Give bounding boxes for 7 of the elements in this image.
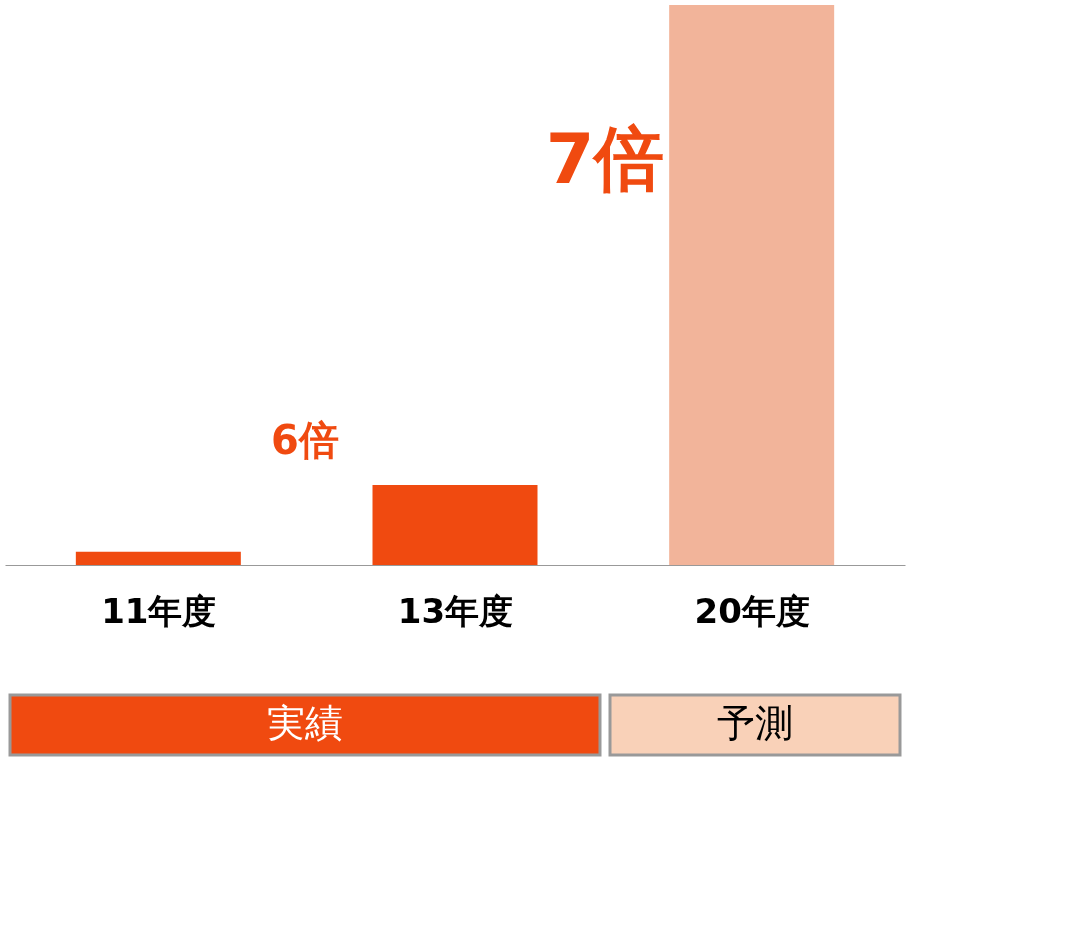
x-tick-label: 11年度 <box>101 590 217 631</box>
annotation: 6倍 <box>271 416 339 463</box>
annotation: 7倍 <box>545 117 665 200</box>
text: 予測 <box>717 701 793 745</box>
text: 実績 <box>267 701 343 745</box>
x-tick-label: 13年度 <box>397 590 514 631</box>
x-tick-label: 20年度 <box>694 590 810 631</box>
